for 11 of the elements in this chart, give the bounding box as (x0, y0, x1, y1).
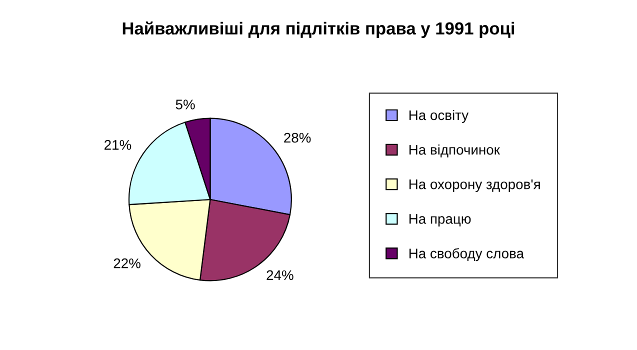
legend-label: На працю (409, 214, 471, 227)
data-label: 22% (114, 258, 140, 268)
chart-title: Найважливіші для підлітків права у 1991 році (122, 21, 514, 38)
legend-label: На освіту (409, 110, 469, 123)
legend-label: На свободу слова (409, 248, 524, 262)
data-label: 28% (284, 132, 311, 143)
legend-label: На охорону здоров'я (409, 180, 540, 192)
legend-label: На відпочинок (409, 144, 500, 158)
data-label: 5% (176, 100, 195, 110)
data-label: 24% (266, 270, 294, 280)
data-label: 21% (104, 140, 132, 150)
